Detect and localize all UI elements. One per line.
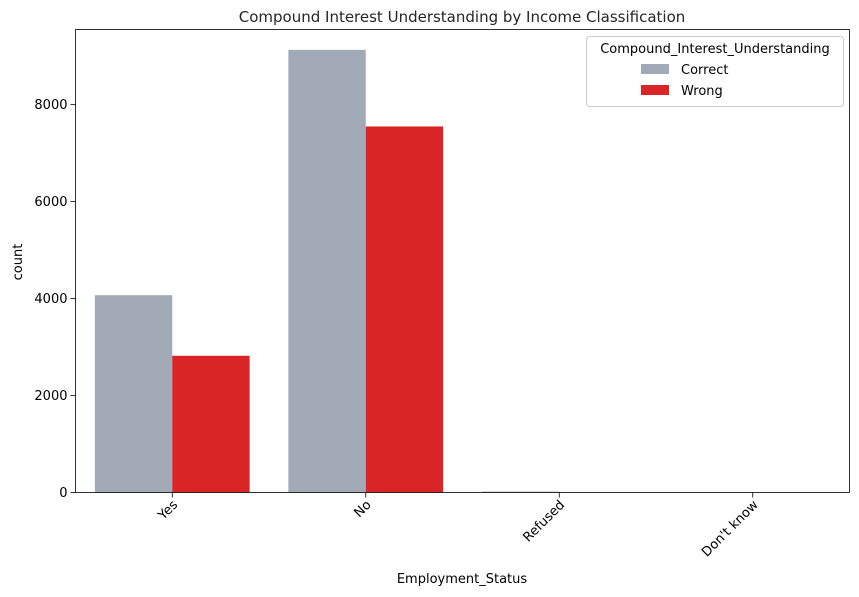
legend-label-wrong: Wrong	[681, 84, 723, 99]
legend-label-correct: Correct	[681, 63, 728, 78]
y-tick-label: 8000	[34, 98, 67, 113]
legend: Compound_Interest_Understanding Correct …	[586, 36, 844, 107]
legend-title: Compound_Interest_Understanding	[600, 42, 830, 57]
bars-layer	[94, 49, 560, 493]
y-tick-label: 0	[59, 486, 67, 501]
x-tick-label: Don't know	[699, 497, 762, 560]
bar-correct-no	[288, 49, 366, 493]
bar-wrong-yes	[172, 355, 250, 493]
x-axis-label: Employment_Status	[397, 572, 528, 587]
x-tick-label: Refused	[520, 498, 568, 546]
bar-correct-yes	[94, 295, 173, 493]
legend-swatch-correct	[641, 64, 669, 74]
y-tick-label: 6000	[34, 195, 67, 210]
x-tick-label: No	[351, 498, 374, 521]
x-tick-label: Yes	[155, 498, 181, 524]
legend-swatch-wrong	[641, 85, 669, 95]
y-axis: 0 2000 4000 6000 8000	[34, 98, 76, 501]
y-axis-label: count	[11, 244, 26, 281]
y-tick-label: 2000	[34, 389, 67, 404]
x-axis: Yes No Refused Don't know	[155, 492, 762, 560]
bar-correct-refused	[481, 491, 560, 493]
y-tick-label: 4000	[34, 292, 67, 307]
bar-wrong-no	[365, 126, 444, 493]
chart-title: Compound Interest Understanding by Incom…	[239, 8, 686, 26]
plot-frame	[75, 29, 850, 493]
